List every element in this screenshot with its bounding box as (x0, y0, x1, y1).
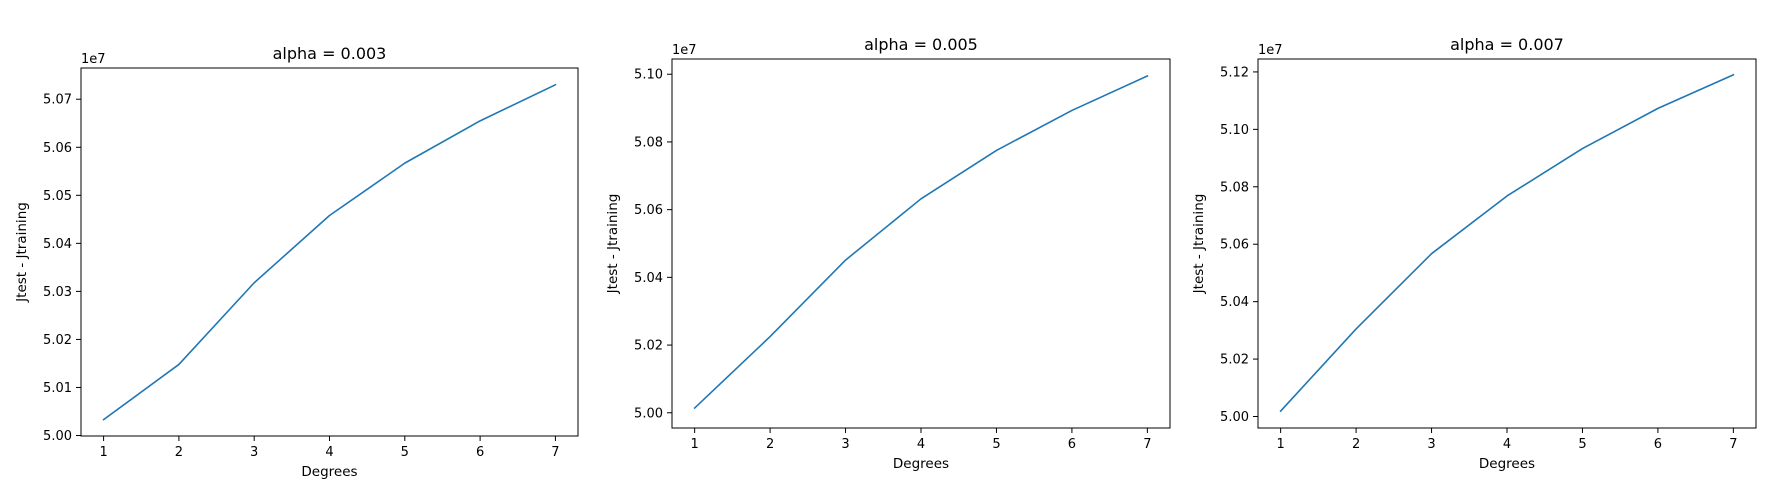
series-line (693, 74, 1149, 410)
x-tick-label: 6 (1068, 437, 1076, 452)
chart-title: alpha = 0.003 (273, 44, 387, 63)
data-point (253, 282, 255, 284)
x-tick-label: 3 (250, 445, 258, 460)
x-tick-label: 6 (476, 445, 484, 460)
data-point (1146, 75, 1148, 77)
data-point (103, 419, 105, 421)
y-offset-label: 1e7 (1258, 43, 1283, 58)
data-point (1732, 74, 1734, 76)
y-tick-label: 5.00 (43, 429, 72, 444)
data-point (554, 84, 556, 86)
y-tick-label: 5.05 (43, 189, 72, 204)
x-axis-label: Degrees (301, 464, 357, 480)
x-tick-label: 3 (1427, 437, 1435, 452)
y-tick-label: 5.02 (634, 339, 663, 354)
data-point (1071, 109, 1073, 111)
x-tick-label: 7 (551, 445, 559, 460)
data-point (845, 259, 847, 261)
y-tick-label: 5.04 (1220, 295, 1249, 310)
x-tick-label: 5 (401, 445, 409, 460)
y-tick-label: 5.07 (43, 93, 72, 108)
data-point (769, 336, 771, 338)
y-tick-label: 5.12 (1220, 65, 1249, 80)
y-tick-label: 5.02 (1220, 353, 1249, 368)
y-tick-label: 5.08 (634, 135, 663, 150)
y-tick-label: 5.03 (43, 285, 72, 300)
y-tick-label: 5.04 (43, 237, 72, 252)
x-axis-label: Degrees (1479, 456, 1535, 472)
data-point (1581, 148, 1583, 150)
data-point (1657, 107, 1659, 109)
data-point (694, 407, 696, 409)
chart-title: alpha = 0.007 (1450, 35, 1564, 54)
y-tick-label: 5.02 (43, 333, 72, 348)
data-point (1431, 253, 1433, 255)
data-point (920, 198, 922, 200)
x-tick-label: 5 (1578, 437, 1586, 452)
x-tick-label: 2 (175, 445, 183, 460)
x-tick-label: 2 (766, 437, 774, 452)
x-tick-label: 4 (917, 437, 925, 452)
data-point (1355, 328, 1357, 330)
y-axis-label: Jtest - Jtraining (14, 202, 30, 303)
x-tick-label: 7 (1143, 437, 1151, 452)
data-point (479, 120, 481, 122)
y-tick-label: 5.10 (634, 68, 663, 83)
x-tick-label: 7 (1729, 437, 1737, 452)
y-tick-label: 5.06 (43, 141, 72, 156)
chart-panel-1: 1 2 3 4 5 6 7 5.00 5.01 5.02 5.03 5.04 5.05 5.06 5.07 1… (14, 44, 579, 480)
y-tick-label: 5.00 (1220, 410, 1249, 425)
x-axis-label: Degrees (893, 456, 949, 472)
x-tick-label: 3 (841, 437, 849, 452)
data-point (178, 363, 180, 365)
data-point (1506, 195, 1508, 197)
x-tick-label: 4 (1503, 437, 1511, 452)
y-axis-label: Jtest - Jtraining (605, 194, 621, 295)
y-tick-label: 5.01 (43, 381, 72, 396)
data-point (995, 149, 997, 151)
x-tick-label: 1 (1276, 437, 1284, 452)
y-offset-label: 1e7 (672, 43, 697, 58)
x-tick-label: 6 (1654, 437, 1662, 452)
plot-frame (671, 58, 1171, 429)
y-tick-label: 5.06 (634, 203, 663, 218)
chart-panel-3: 1 2 3 4 5 6 7 5.00 5.02 5.04 5.06 5.08 5.10 5.12 1e7 al… (1191, 35, 1757, 472)
y-tick-label: 5.00 (634, 406, 663, 421)
x-tick-label: 1 (99, 445, 107, 460)
y-tick-label: 5.06 (1220, 238, 1249, 253)
x-tick-label: 5 (992, 437, 1000, 452)
data-point (1280, 410, 1282, 412)
x-tick-label: 2 (1352, 437, 1360, 452)
y-tick-label: 5.10 (1220, 123, 1249, 138)
plot-frame (1257, 58, 1757, 429)
y-tick-label: 5.08 (1220, 180, 1249, 195)
series-line (102, 83, 557, 421)
series-line (1279, 73, 1735, 413)
x-tick-label: 4 (325, 445, 333, 460)
chart-title: alpha = 0.005 (864, 35, 978, 54)
data-point (404, 162, 406, 164)
y-tick-label: 5.04 (634, 271, 663, 286)
chart-panel-2: 1 2 3 4 5 6 7 5.00 5.02 5.04 5.06 5.08 5.10 1e7 alpha … (605, 35, 1171, 472)
data-point (329, 214, 331, 216)
x-tick-label: 1 (690, 437, 698, 452)
y-offset-label: 1e7 (81, 52, 106, 67)
y-axis-label: Jtest - Jtraining (1191, 194, 1207, 295)
